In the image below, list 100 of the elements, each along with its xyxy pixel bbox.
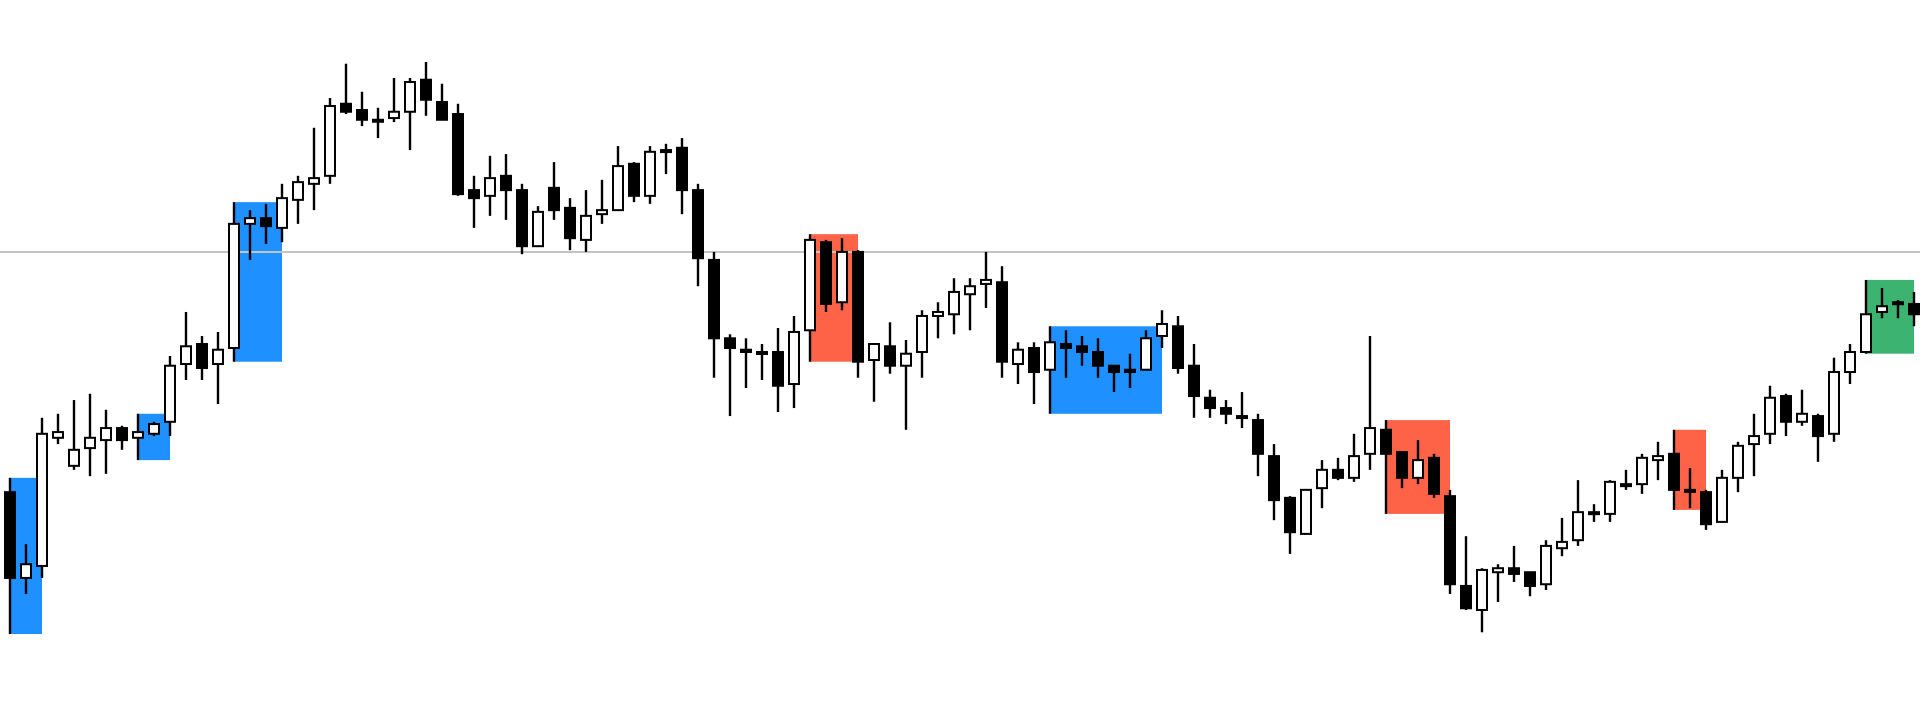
- candlestick: [244, 208, 256, 262]
- candlestick: [1332, 456, 1344, 482]
- candlestick: [1300, 488, 1312, 535]
- candlestick: [900, 338, 912, 431]
- candlestick: [884, 321, 896, 375]
- candlestick: [1732, 440, 1744, 494]
- candlestick: [1764, 384, 1776, 446]
- candlestick: [1348, 432, 1360, 484]
- candlestick: [580, 188, 592, 254]
- candlestick: [1700, 488, 1712, 532]
- candlestick: [868, 342, 880, 403]
- candlestick: [660, 142, 672, 176]
- candlestick: [484, 154, 496, 218]
- candlestick: [404, 76, 416, 152]
- candlestick: [292, 174, 304, 226]
- candlestick: [356, 90, 368, 128]
- candlestick: [964, 277, 976, 332]
- candlestick: [772, 326, 784, 414]
- candlestick: [1364, 334, 1376, 472]
- candlestick: [436, 82, 448, 121]
- candlestick: [500, 152, 512, 222]
- candlestick: [1108, 364, 1120, 394]
- candlestick: [1780, 392, 1792, 438]
- candlestick: [740, 337, 752, 390]
- candlestick: [1172, 314, 1184, 375]
- candlestick: [1156, 309, 1168, 350]
- candlestick: [180, 310, 192, 382]
- candlestick: [372, 106, 384, 140]
- candlestick: [1508, 544, 1520, 584]
- candlestick: [1124, 352, 1136, 390]
- candlestick: [1316, 458, 1328, 510]
- candlestick: [260, 202, 272, 246]
- candlestick: [1140, 329, 1152, 371]
- candlestick: [1284, 494, 1296, 556]
- candlestick: [676, 136, 688, 216]
- candlestick: [1748, 412, 1760, 478]
- candlestick: [948, 277, 960, 336]
- candlestick: [1012, 341, 1024, 386]
- candlestick: [84, 392, 96, 478]
- candlestick: [1252, 412, 1264, 478]
- candlestick: [548, 160, 560, 222]
- candlestick: [1636, 452, 1648, 496]
- candlestick: [52, 412, 64, 446]
- candlestick: [1028, 341, 1040, 406]
- candlestick: [724, 333, 736, 418]
- candlestick: [1524, 571, 1536, 598]
- candlestick: [1716, 468, 1728, 524]
- candlestick: [756, 342, 768, 382]
- candlestick: [1668, 428, 1680, 512]
- candlestick: [1060, 329, 1072, 379]
- candlestick: [1860, 278, 1872, 355]
- candlestick: [1796, 388, 1808, 427]
- candlestick: [1204, 388, 1216, 419]
- candlestick: [1268, 442, 1280, 522]
- candlestick: [1812, 412, 1824, 464]
- candlestick: [1492, 563, 1504, 604]
- candlestick: [1476, 567, 1488, 634]
- candlestick: [644, 144, 656, 206]
- candlestick: [564, 196, 576, 252]
- candlestick: [116, 424, 128, 452]
- candlestick: [532, 204, 544, 248]
- candlestick: [596, 178, 608, 226]
- candlestick: [1540, 538, 1552, 592]
- candlestick: [612, 144, 624, 212]
- candlestick: [1908, 290, 1920, 328]
- candlestick: [212, 330, 224, 406]
- candlestick: [1092, 337, 1104, 379]
- candlestick: [68, 398, 80, 472]
- candlestick: [1188, 342, 1200, 419]
- candlestick: [276, 182, 288, 244]
- candlestick: [1460, 534, 1472, 612]
- candlestick: [1044, 325, 1056, 415]
- candlestick: [1652, 440, 1664, 482]
- candlestick: [340, 62, 352, 116]
- candlestick: [1876, 286, 1888, 320]
- candlestick: [468, 174, 480, 230]
- candlestick: [132, 412, 144, 462]
- candlestick: [1380, 418, 1392, 516]
- candlestick: [1556, 516, 1568, 558]
- candlestick: [1572, 478, 1584, 548]
- candlestick: [1396, 450, 1408, 490]
- candlestick: [100, 408, 112, 476]
- candlestick: [20, 543, 32, 596]
- candlestick: [1076, 334, 1088, 367]
- candlestick: [388, 76, 400, 124]
- candlestick: [420, 60, 432, 117]
- candlestick: [1236, 390, 1248, 430]
- candlestick: [196, 334, 208, 382]
- candlestick: [916, 309, 928, 379]
- candlestick: [980, 250, 992, 310]
- candlestick: [1620, 468, 1632, 492]
- candlestick: [932, 301, 944, 340]
- candlestick: [1844, 342, 1856, 386]
- candlestick: [1428, 452, 1440, 500]
- candlestick: [628, 160, 640, 204]
- candlestick: [1684, 466, 1696, 510]
- candlestick: [308, 126, 320, 212]
- candlestick: [1412, 438, 1424, 486]
- candlestick: [1892, 298, 1904, 320]
- candlestick: [1604, 478, 1616, 524]
